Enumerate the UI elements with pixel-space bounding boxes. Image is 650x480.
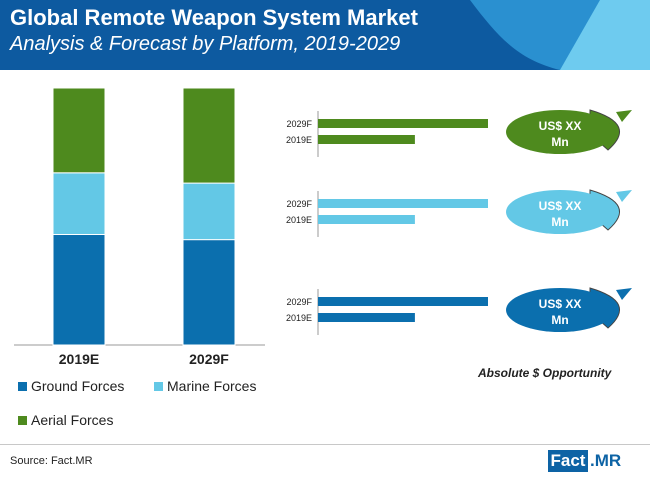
bubble-marine <box>506 190 614 234</box>
absolute-opportunity-caption: Absolute $ Opportunity <box>478 366 612 380</box>
footer-divider <box>0 444 650 445</box>
bubble-unit-marine: Mn <box>551 215 568 229</box>
stacked-bar-chart: 2019E 2029F <box>14 87 265 367</box>
bubble-ground <box>506 288 614 332</box>
chart-legend: Ground Forces Marine Forces Aerial Force… <box>18 378 318 438</box>
hbar-aerial-2029f <box>318 119 488 128</box>
header-stripe-dark <box>0 0 560 70</box>
factmr-logo: Fact .MR <box>548 450 640 472</box>
bubble-unit-aerial: Mn <box>551 135 568 149</box>
x-tick-label-2019e: 2019E <box>59 351 99 367</box>
hbar-ground-2029f <box>318 297 488 306</box>
hbar-label-marine-2029f: 2029F <box>286 199 312 209</box>
bubble-value-marine: US$ XX <box>539 199 582 213</box>
legend-swatch-marine <box>154 381 163 391</box>
bar-2029f-ground <box>182 239 236 346</box>
legend-label-aerial: Aerial Forces <box>31 412 114 428</box>
hbar-label-aerial-2029f: 2029F <box>286 119 312 129</box>
horizontal-bar-charts: 2029F 2019E US$ XX Mn 2029F 2019E US$ XX Mn 2029… <box>286 109 632 335</box>
bubble-aerial <box>506 110 614 154</box>
legend-swatch-aerial <box>18 415 27 425</box>
bar-2019e-ground <box>52 233 106 346</box>
hbar-label-aerial-2019e: 2019E <box>286 135 312 145</box>
hbar-marine-2029f <box>318 199 488 208</box>
legend-item-marine: Marine Forces <box>154 378 256 394</box>
hbar-ground-2019e <box>318 313 415 322</box>
x-tick-label-2029f: 2029F <box>189 351 229 367</box>
hbar-label-marine-2019e: 2019E <box>286 215 312 225</box>
page-subtitle: Analysis & Forecast by Platform, 2019-20… <box>10 33 401 55</box>
hbar-label-ground-2029f: 2029F <box>286 297 312 307</box>
logo-fact: Fact <box>548 450 588 472</box>
bar-2029f-aerial <box>182 87 236 184</box>
bar-2029f-marine <box>182 182 236 241</box>
bubble-unit-ground: Mn <box>551 313 568 327</box>
legend-swatch-ground <box>18 381 27 391</box>
legend-label-ground: Ground Forces <box>31 378 125 394</box>
bubble-value-aerial: US$ XX <box>539 119 582 133</box>
hbar-label-ground-2019e: 2019E <box>286 313 312 323</box>
bar-2019e-aerial <box>52 87 106 174</box>
source-note: Source: Fact.MR <box>10 455 93 467</box>
hbar-marine-2019e <box>318 215 415 224</box>
legend-label-marine: Marine Forces <box>167 378 257 394</box>
bubble-arrow-ground <box>616 288 632 300</box>
header-banner: Global Remote Weapon System Market Analy… <box>0 0 650 70</box>
legend-item-ground: Ground Forces <box>18 378 124 394</box>
page-title: Global Remote Weapon System Market <box>10 5 418 30</box>
legend-item-aerial: Aerial Forces <box>18 412 113 428</box>
bubble-arrow-aerial <box>616 110 632 122</box>
hbar-aerial-2019e <box>318 135 415 144</box>
bubble-value-ground: US$ XX <box>539 297 582 311</box>
header-background <box>0 0 650 70</box>
bubble-arrow-marine <box>616 190 632 202</box>
logo-mr: .MR <box>590 451 622 470</box>
